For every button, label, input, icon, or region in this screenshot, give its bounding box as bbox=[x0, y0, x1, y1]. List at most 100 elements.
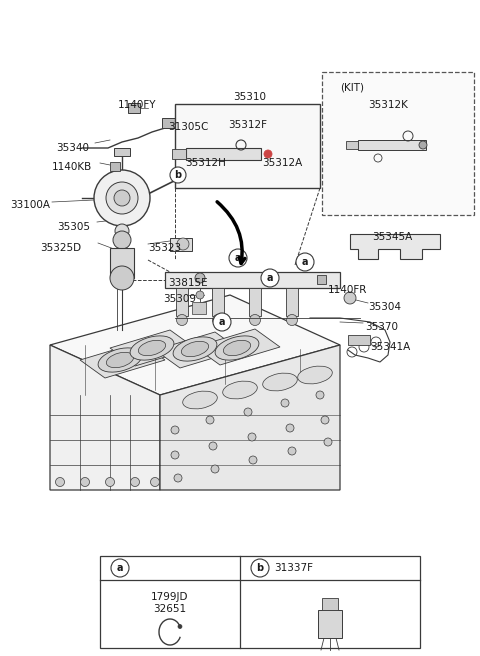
Bar bbox=[322, 72, 474, 215]
Text: 35345A: 35345A bbox=[372, 232, 412, 242]
Circle shape bbox=[196, 291, 204, 299]
Text: 1140FR: 1140FR bbox=[328, 285, 367, 295]
Bar bbox=[192, 302, 206, 314]
Text: b: b bbox=[256, 563, 264, 573]
Bar bbox=[346, 141, 358, 149]
Circle shape bbox=[106, 478, 115, 487]
Text: 1140KB: 1140KB bbox=[52, 162, 92, 172]
Text: b: b bbox=[174, 170, 181, 180]
Bar bbox=[162, 118, 176, 128]
Circle shape bbox=[209, 442, 217, 450]
Circle shape bbox=[56, 478, 64, 487]
Ellipse shape bbox=[98, 348, 142, 372]
Ellipse shape bbox=[107, 352, 133, 367]
Text: 35341A: 35341A bbox=[370, 342, 410, 352]
Text: 32651: 32651 bbox=[154, 604, 187, 614]
Circle shape bbox=[244, 408, 252, 416]
Text: 35323: 35323 bbox=[148, 243, 181, 253]
Circle shape bbox=[151, 478, 159, 487]
Ellipse shape bbox=[223, 340, 251, 356]
Polygon shape bbox=[80, 342, 165, 378]
Circle shape bbox=[106, 182, 138, 214]
Bar bbox=[110, 162, 120, 171]
Polygon shape bbox=[350, 234, 440, 259]
Ellipse shape bbox=[263, 373, 297, 391]
Circle shape bbox=[81, 478, 89, 487]
Circle shape bbox=[178, 625, 182, 628]
Circle shape bbox=[286, 424, 294, 432]
Circle shape bbox=[214, 316, 226, 328]
Text: 1799JD: 1799JD bbox=[151, 592, 189, 602]
Circle shape bbox=[250, 314, 261, 325]
Ellipse shape bbox=[130, 336, 174, 360]
Text: 1140FY: 1140FY bbox=[118, 100, 156, 110]
Circle shape bbox=[249, 456, 257, 464]
Circle shape bbox=[114, 190, 130, 206]
Bar bbox=[286, 288, 298, 316]
Bar bbox=[322, 598, 338, 610]
Bar bbox=[172, 149, 186, 159]
Bar bbox=[186, 148, 261, 160]
Bar bbox=[212, 288, 224, 316]
Ellipse shape bbox=[138, 340, 166, 356]
Bar bbox=[165, 272, 340, 288]
Text: 35312K: 35312K bbox=[368, 100, 408, 110]
Circle shape bbox=[316, 391, 324, 399]
Polygon shape bbox=[426, 140, 438, 150]
Circle shape bbox=[251, 559, 269, 577]
Circle shape bbox=[177, 314, 188, 325]
Circle shape bbox=[115, 224, 129, 238]
Text: 35304: 35304 bbox=[368, 302, 401, 312]
Circle shape bbox=[321, 416, 329, 424]
Text: 35325D: 35325D bbox=[40, 243, 81, 253]
Circle shape bbox=[195, 273, 205, 283]
Circle shape bbox=[288, 447, 296, 455]
Bar bbox=[317, 275, 326, 284]
Bar bbox=[348, 335, 370, 345]
Bar bbox=[175, 104, 320, 188]
Circle shape bbox=[281, 399, 289, 407]
Ellipse shape bbox=[298, 366, 332, 384]
Ellipse shape bbox=[183, 391, 217, 409]
Circle shape bbox=[213, 314, 224, 325]
Text: 31337F: 31337F bbox=[274, 563, 313, 573]
Ellipse shape bbox=[223, 381, 257, 399]
Circle shape bbox=[206, 416, 214, 424]
Circle shape bbox=[229, 249, 247, 267]
Ellipse shape bbox=[215, 336, 259, 360]
Polygon shape bbox=[195, 329, 280, 365]
Text: 35312H: 35312H bbox=[185, 158, 226, 168]
Text: a: a bbox=[302, 257, 308, 267]
Text: 35310: 35310 bbox=[233, 92, 266, 102]
Bar bbox=[114, 148, 130, 156]
Circle shape bbox=[264, 150, 272, 158]
Text: a: a bbox=[235, 253, 241, 263]
Circle shape bbox=[174, 474, 182, 482]
Circle shape bbox=[211, 465, 219, 473]
Text: 35340: 35340 bbox=[56, 143, 89, 153]
Text: 31305C: 31305C bbox=[168, 122, 208, 132]
Bar bbox=[318, 610, 342, 638]
Circle shape bbox=[177, 238, 189, 250]
Circle shape bbox=[110, 266, 134, 290]
Circle shape bbox=[344, 292, 356, 304]
Circle shape bbox=[171, 451, 179, 459]
Circle shape bbox=[213, 313, 231, 331]
Circle shape bbox=[171, 426, 179, 434]
Ellipse shape bbox=[181, 341, 209, 357]
Text: a: a bbox=[117, 563, 123, 573]
Bar bbox=[358, 140, 426, 150]
Polygon shape bbox=[155, 332, 240, 368]
Bar bbox=[128, 103, 140, 113]
Text: 35312F: 35312F bbox=[228, 120, 267, 130]
Text: 33815E: 33815E bbox=[168, 278, 208, 288]
Circle shape bbox=[131, 478, 140, 487]
Circle shape bbox=[170, 167, 186, 183]
Polygon shape bbox=[110, 330, 195, 366]
Text: 33100A: 33100A bbox=[10, 200, 50, 210]
Circle shape bbox=[296, 253, 314, 271]
Circle shape bbox=[248, 433, 256, 441]
Text: a: a bbox=[267, 273, 273, 283]
Circle shape bbox=[419, 141, 427, 149]
Ellipse shape bbox=[173, 337, 217, 361]
